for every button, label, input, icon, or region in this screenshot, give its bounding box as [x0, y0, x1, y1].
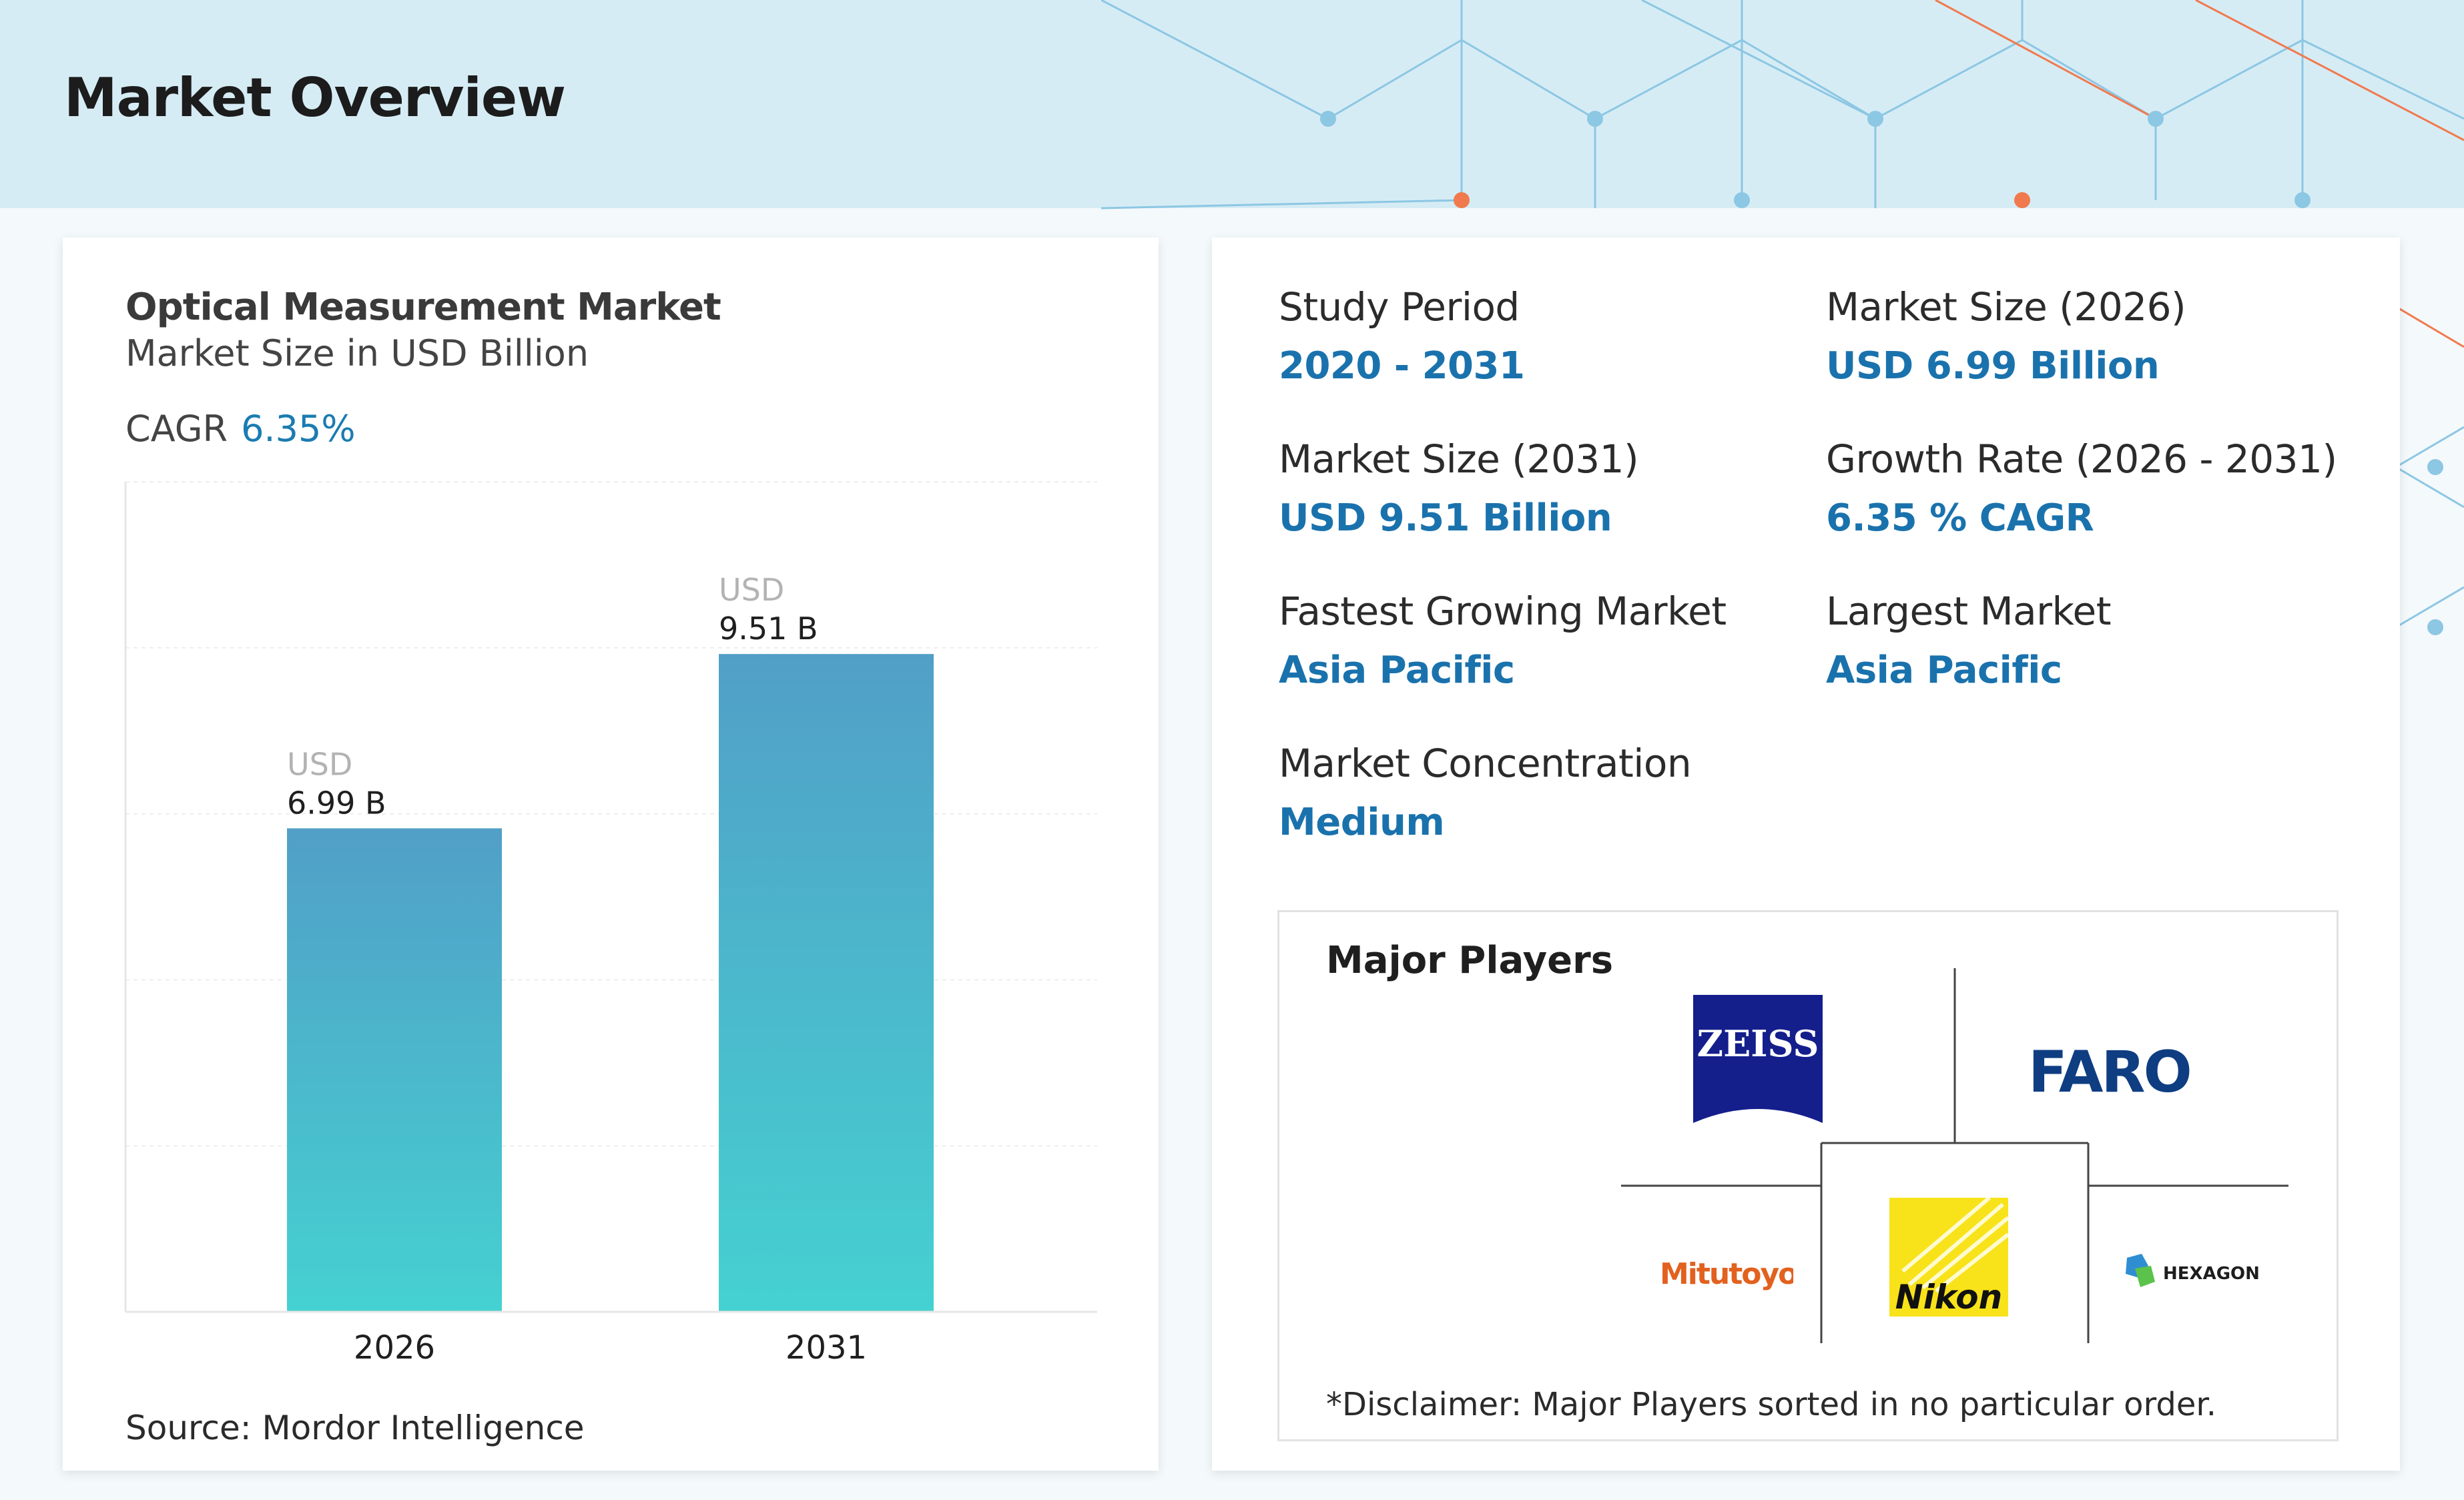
bar-value-label: 6.99 B: [287, 785, 386, 821]
stat-market-size-2031: Market Size (2031) USD 9.51 Billion: [1279, 436, 1639, 540]
stat-value: 6.35 % CAGR: [1826, 496, 2094, 540]
stat-growth-rate: Growth Rate (2026 - 2031) 6.35 % CAGR: [1826, 436, 2337, 540]
bar-value-prefix: USD: [719, 572, 784, 608]
chart-subtitle: Market Size in USD Billion: [125, 332, 589, 374]
stat-value: 2020 - 2031: [1279, 344, 1525, 388]
stat-value: USD 6.99 Billion: [1826, 344, 2160, 388]
stat-label: Market Size (2031): [1279, 436, 1639, 482]
cagr-label: CAGR: [125, 408, 228, 450]
cagr-value: 6.35%: [241, 408, 356, 450]
faro-logo: FARO: [2028, 1039, 2228, 1106]
chart-title: Optical Measurement Market: [125, 286, 721, 329]
zeiss-logo-shape: [1693, 995, 1823, 1123]
stat-label: Fastest Growing Market: [1279, 589, 1727, 634]
chart-gridlines: [125, 481, 1097, 1147]
market-stats-card: Study Period 2020 - 2031 Market Size (20…: [1212, 238, 2400, 1471]
players-disclaimer: *Disclaimer: Major Players sorted in no …: [1326, 1386, 2216, 1423]
stat-value: USD 9.51 Billion: [1279, 496, 1612, 540]
bar-2026: [287, 828, 502, 1312]
major-players-box: Major Players ZEISS FARO: [1277, 910, 2339, 1441]
stat-market-size-2026: Market Size (2026) USD 6.99 Billion: [1826, 284, 2186, 388]
page-title: Market Overview: [64, 67, 566, 129]
bar-2031: [719, 654, 934, 1312]
hexagon-logo-text: HEXAGON: [2163, 1264, 2260, 1284]
x-tick-label: 2031: [786, 1329, 867, 1367]
stat-label: Market Concentration: [1279, 741, 1692, 786]
header-band: [0, 0, 2464, 208]
stat-study-period: Study Period 2020 - 2031: [1279, 284, 1525, 388]
stat-largest-market: Largest Market Asia Pacific: [1826, 589, 2111, 692]
nikon-logo-text: Nikon: [1895, 1278, 2002, 1317]
chart-source: Source: Mordor Intelligence: [125, 1409, 585, 1447]
bar-value-label: 9.51 B: [719, 611, 818, 647]
stat-label: Growth Rate (2026 - 2031): [1826, 436, 2337, 482]
faro-logo-text: FARO: [2028, 1042, 2190, 1102]
mitutoyo-logo: Mitutoyo: [1660, 1249, 1799, 1296]
players-grid-lines: [1621, 968, 2288, 1343]
stat-value: Medium: [1279, 801, 1445, 844]
cagr-row: CAGR 6.35%: [125, 408, 356, 450]
stat-value: Asia Pacific: [1279, 649, 1515, 692]
stat-fastest-growing-market: Fastest Growing Market Asia Pacific: [1279, 589, 1727, 692]
bar-value-prefix: USD: [287, 746, 352, 782]
players-title: Major Players: [1326, 939, 1614, 982]
market-size-chart-card: Optical Measurement Market Market Size i…: [63, 238, 1159, 1471]
stat-value: Asia Pacific: [1826, 649, 2062, 692]
hexagon-logo: HEXAGON: [2120, 1251, 2280, 1291]
x-tick-label: 2026: [354, 1329, 435, 1367]
stat-market-concentration: Market Concentration Medium: [1279, 741, 1692, 844]
stat-label: Largest Market: [1826, 589, 2111, 634]
mitutoyo-logo-text: Mitutoyo: [1660, 1257, 1793, 1291]
stat-label: Study Period: [1279, 284, 1520, 330]
stat-label: Market Size (2026): [1826, 284, 2186, 330]
zeiss-logo: ZEISS: [1693, 995, 1823, 1123]
zeiss-logo-text: ZEISS: [1697, 1022, 1819, 1065]
nikon-logo: Nikon: [1889, 1196, 2010, 1317]
